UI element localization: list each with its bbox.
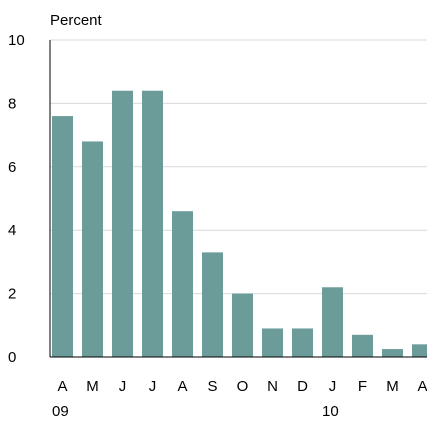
bar (232, 293, 253, 357)
bar (352, 334, 373, 357)
year-labels: 09 10 (52, 403, 339, 420)
x-tick-label: J (329, 378, 337, 395)
x-tick-label: J (119, 378, 127, 395)
gridlines (50, 39, 427, 295)
y-axis-unit-label: Percent (50, 12, 103, 29)
bar (202, 252, 223, 357)
x-tick-label: J (149, 378, 157, 395)
y-tick-label: 6 (8, 159, 16, 176)
bar (322, 287, 343, 357)
x-tick-label: A (177, 378, 187, 395)
bar (142, 90, 163, 357)
year-label: 10 (322, 403, 339, 420)
y-tick-label: 2 (8, 286, 16, 303)
year-label: 09 (52, 403, 69, 420)
x-tick-label: M (386, 378, 399, 395)
y-tick-label: 4 (8, 222, 16, 239)
x-tick-label: N (267, 378, 278, 395)
y-tick-label: 8 (8, 95, 16, 112)
y-tick-label: 0 (8, 349, 16, 366)
y-tick-label: 10 (8, 32, 25, 49)
x-tick-label: O (237, 378, 249, 395)
bars (52, 90, 427, 357)
bar (52, 116, 73, 357)
bar (262, 328, 283, 357)
bar (82, 141, 103, 357)
x-tick-label: A (57, 378, 67, 395)
x-tick-label: F (358, 378, 367, 395)
x-tick-label: M (86, 378, 99, 395)
x-tick-label: S (207, 378, 217, 395)
x-tick-label: A (417, 378, 427, 395)
bar (172, 211, 193, 357)
x-tick-label: D (297, 378, 308, 395)
axes (49, 40, 427, 358)
bar (112, 90, 133, 357)
y-tick-labels: 0 2 4 6 8 10 (8, 32, 25, 366)
bar (382, 349, 403, 357)
bar (412, 344, 427, 357)
bar (292, 328, 313, 357)
